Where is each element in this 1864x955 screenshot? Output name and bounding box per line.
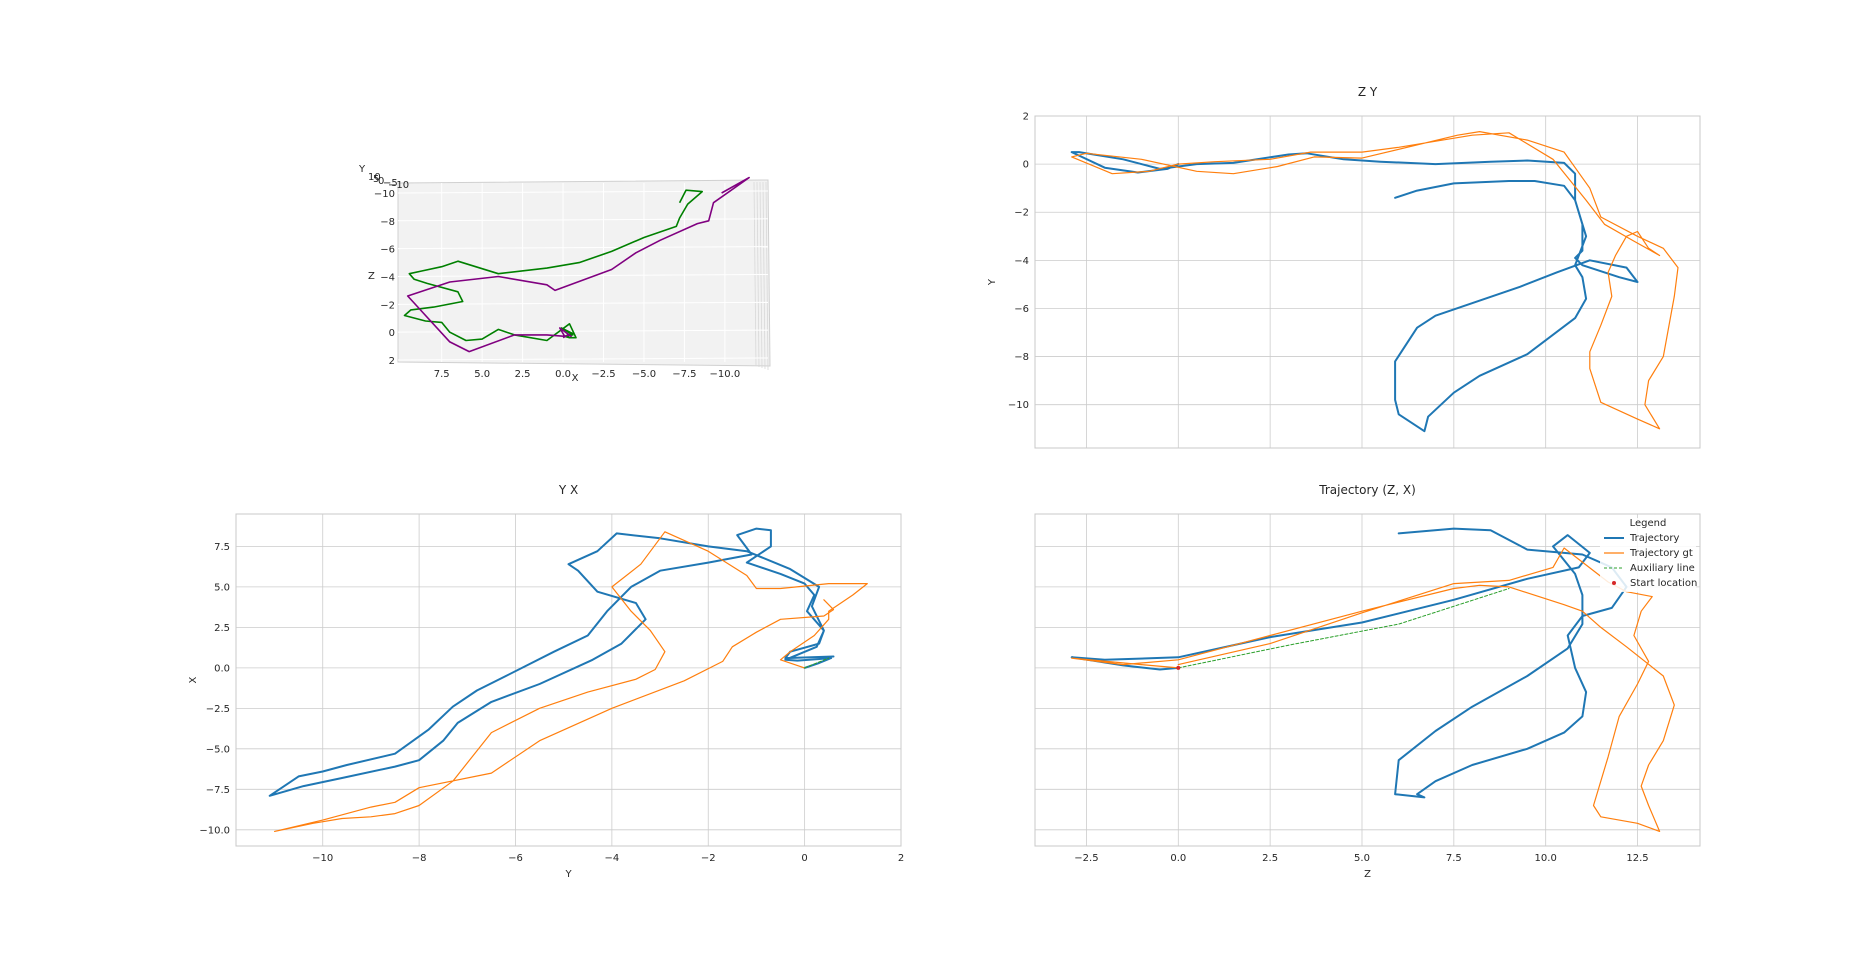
pane-edge [762,181,766,370]
series-auxiliary-line [804,657,830,669]
y-tick-label: −5.0 [206,744,230,755]
x-tick-label: 0 [801,853,807,864]
y-tick-label: −7.5 [206,785,230,796]
x-axis-label: Y [564,869,572,880]
chart-3d: 7.5 5.0 2.5 0.0 −2.5 −5.0 −7.5 −10.0 −10 −8 −6 −4 −2… [358,164,771,384]
x-tick-label: −10.0 [710,369,741,380]
y-tick-label: −10 [1008,400,1029,411]
z-gridline [397,218,769,222]
series-trajectory [1070,151,1639,433]
x-tick-label: −4 [604,853,619,864]
chart-zy: 2 0 −2 −4 −6 −8 −10 Z Y Y [987,85,1701,449]
legend-entry: Trajectory [1629,533,1679,544]
back-pane [397,179,771,367]
x-tick-label: 0.0 [555,369,571,380]
y-tick-label: −8 [1014,352,1029,363]
x-tick-label: 10.0 [1535,853,1557,864]
legend-entry: Trajectory gt [1629,548,1693,559]
z-gridline [397,273,769,277]
z-tick-label: −10 [374,189,395,200]
x-tick-label: 5.0 [474,369,490,380]
y-tick-label: −2 [1014,208,1029,219]
z-gridline [397,246,769,250]
y-tick-label: 0.0 [214,663,230,674]
y-tick-label: −10 [388,180,409,191]
series-trajectory-gt [1071,131,1679,430]
y-tick-label: 5 [373,174,379,185]
y-axis-label: Y [987,278,998,286]
y-tick-label: −2.5 [206,704,230,715]
y-axis-label: X [188,676,199,683]
x-tick-label: 2.5 [515,369,531,380]
x-tick-label: −5.0 [632,369,656,380]
x-tick-label: −2.5 [591,369,615,380]
legend-entry: Start location [1630,578,1697,589]
series-trajectory-gt [1071,547,1675,832]
y-tick-label: 0 [378,176,384,187]
z-tick-label: −4 [380,272,395,283]
x-tick-label: 7.5 [1446,853,1462,864]
z-axis-label: Z [368,271,375,282]
x-tick-label: 2.5 [1262,853,1278,864]
x-axis-label: Z [1364,869,1371,880]
x-tick-label: −6 [508,853,523,864]
legend: Legend Trajectory Trajectory gt Auxiliary l… [1600,518,1697,592]
x-tick-label: −10 [312,853,333,864]
z-tick-label: −8 [380,217,395,228]
chart-title: Trajectory (Z, X) [1318,483,1416,497]
x-tick-label: −8 [412,853,427,864]
x-tick-label: 5.0 [1354,853,1370,864]
legend-box [1600,518,1696,592]
y-tick-label: −10.0 [199,825,230,836]
series-3d-b [406,176,750,353]
chart-yx: −10 −8 −6 −4 −2 0 2 7.5 5.0 2.5 0.0 −2.5 −5.0 −7.5 −10… [188,483,904,880]
y-tick-label: 0 [1023,160,1029,171]
series-trajectory-gt [274,531,868,832]
z-tick-label: −2 [380,300,395,311]
x-tick-label: 2 [898,853,904,864]
x-tick-label: −2.5 [1074,853,1098,864]
z-tick-label: 0 [389,328,395,339]
z-tick-label: −6 [380,245,395,256]
x-tick-label: 0.0 [1170,853,1186,864]
x-tick-label: −2 [701,853,716,864]
y-tick-label: 2.5 [214,623,230,634]
legend-marker [1612,581,1616,585]
z-gridline [397,190,769,194]
z-tick-label: 2 [389,356,395,367]
chart-title: Z Y [1358,85,1378,99]
y-tick-label: −6 [1014,304,1029,315]
legend-title: Legend [1630,518,1667,529]
plot-area [1034,115,1701,449]
x-tick-label: 7.5 [434,369,450,380]
y-tick-label: −5 [383,178,398,189]
series-trajectory [1070,527,1628,799]
y-tick-label: 5.0 [214,582,230,593]
series-auxiliary-line [1177,588,1510,669]
y-tick-label: 7.5 [214,542,230,553]
x-axis-label: X [572,373,579,384]
series-3d-a [403,189,703,342]
chart-title: Y X [558,483,578,497]
z-gridline [397,329,769,333]
z-gridline [397,301,769,305]
start-location-marker [1176,665,1181,670]
plot-area [1034,513,1701,847]
x-tick-label: −7.5 [672,369,696,380]
pane-edge [765,181,769,371]
y-tick-label: 10 [368,172,381,183]
pane-edge [753,181,757,367]
y-tick-label: −4 [1014,256,1029,267]
y-axis-label: Y [358,164,366,175]
x-tick-label: 12.5 [1626,853,1648,864]
z-gridline [397,357,769,361]
legend-entry: Auxiliary line [1630,563,1695,574]
series-trajectory [268,527,835,797]
chart-zx: −2.5 0.0 2.5 5.0 7.5 10.0 12.5 Trajectory (Z, X… [1034,483,1701,880]
y-tick-label: 2 [1023,112,1029,123]
